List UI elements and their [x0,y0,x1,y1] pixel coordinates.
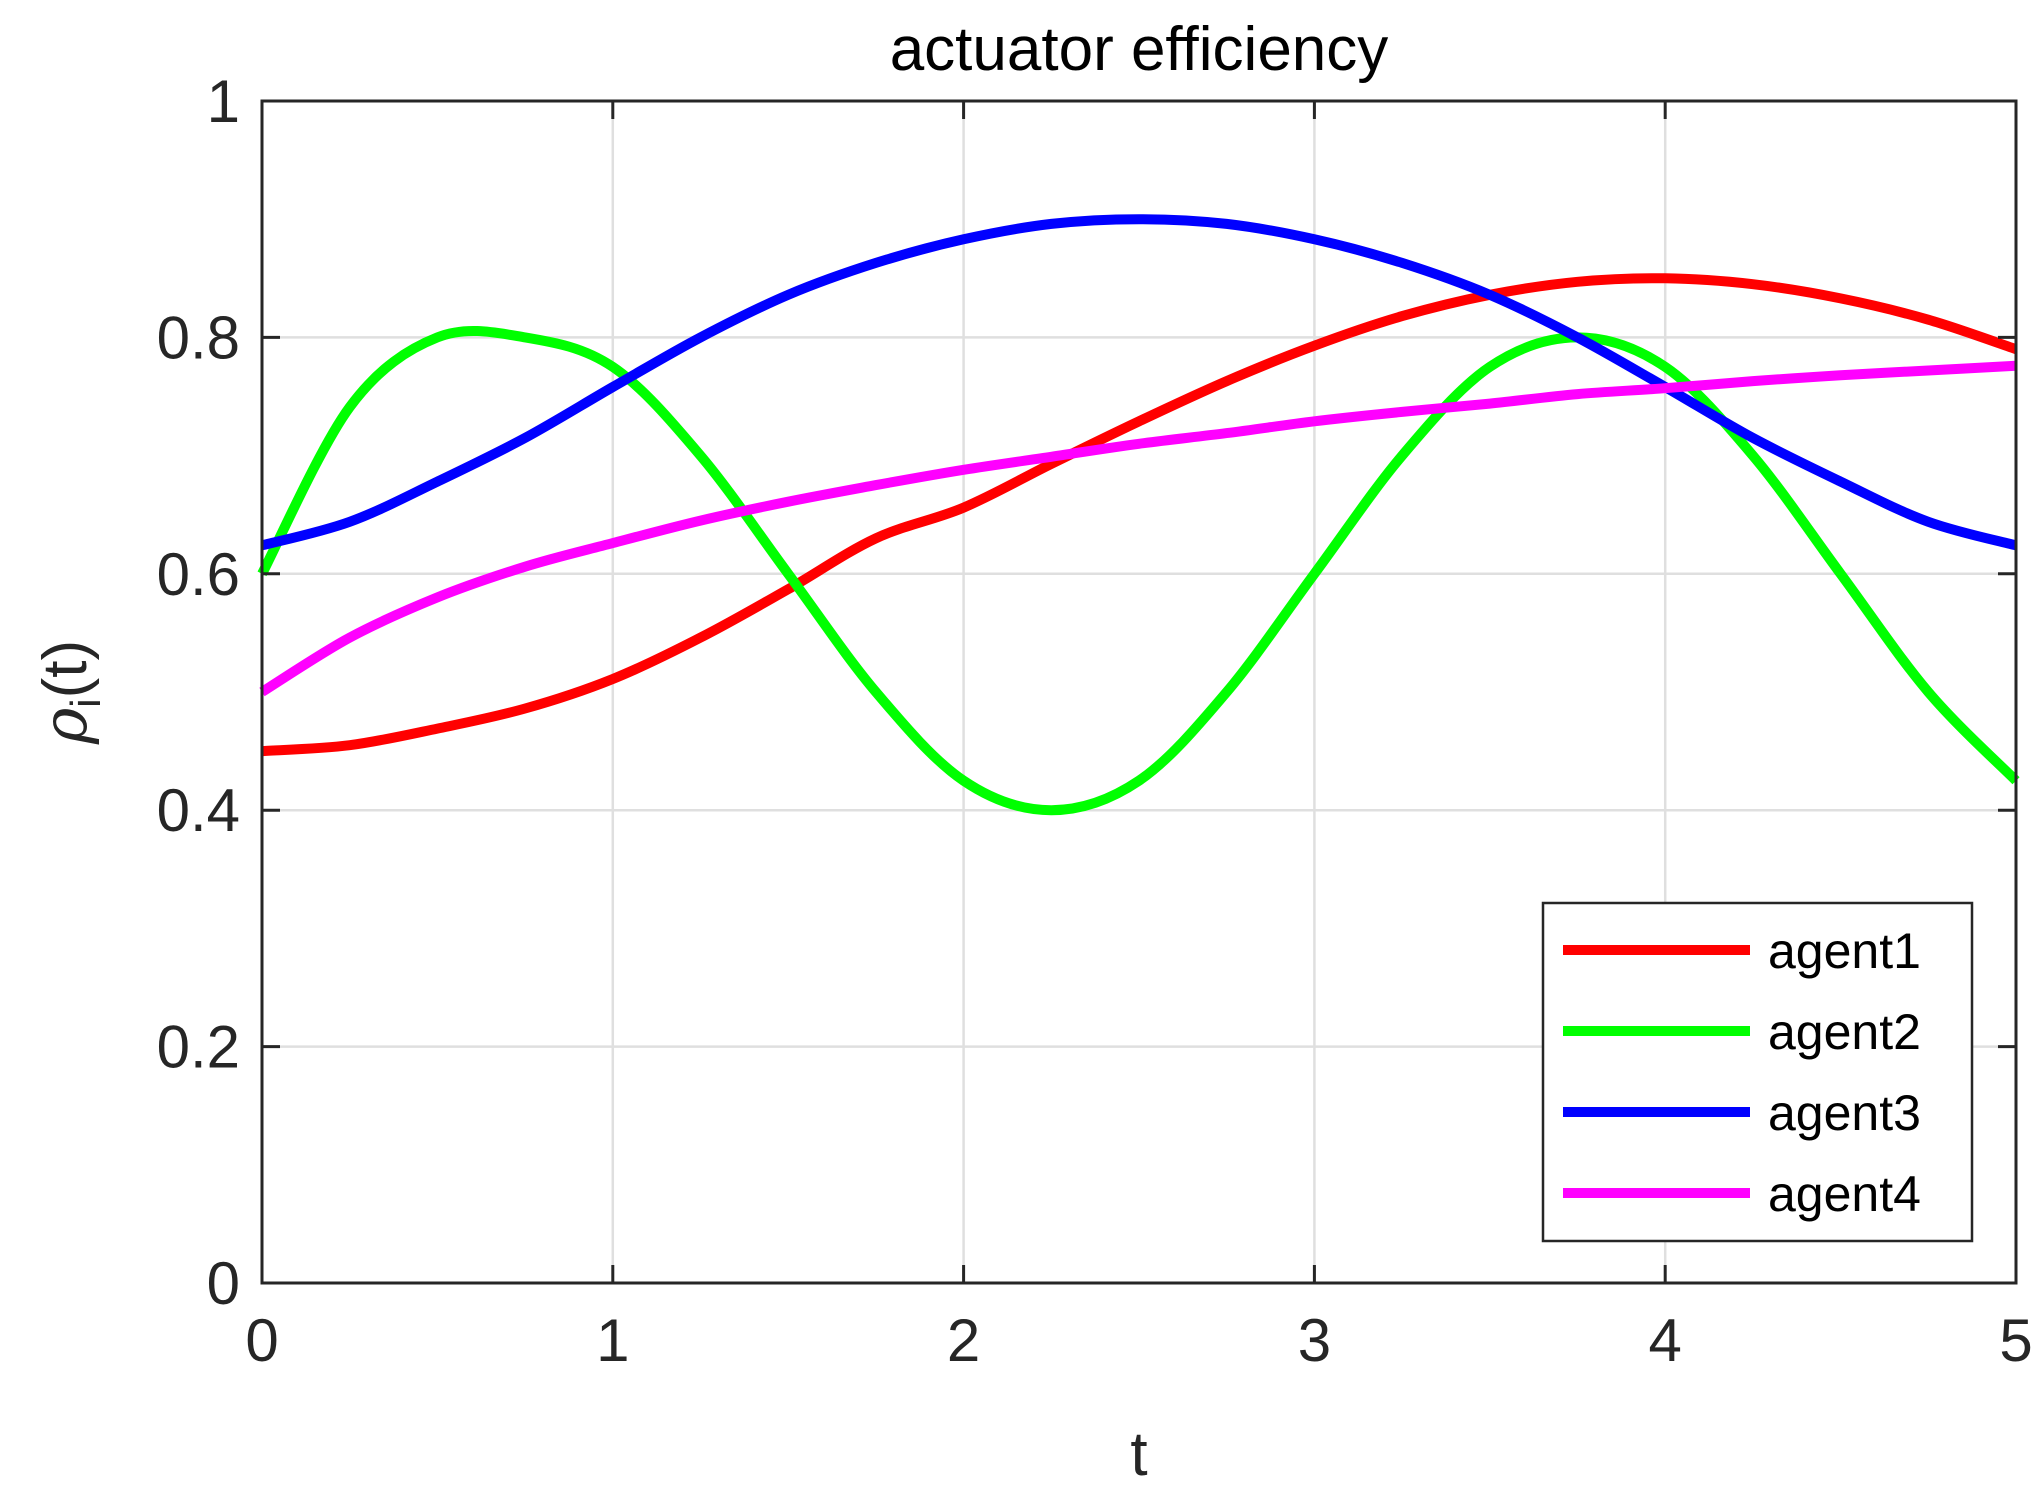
chart-title: actuator efficiency [890,15,1389,84]
x-axis-label: t [1130,1420,1147,1489]
x-tick-label: 5 [1999,1307,2032,1374]
series-line-agent1 [261,273,2018,757]
grid-layer [262,101,2016,1283]
series-layer [257,214,2020,816]
svg-text:ρi(t): ρi(t) [28,640,109,745]
legend-label-agent2: agent2 [1768,1004,1921,1060]
x-tick-label: 3 [1298,1307,1331,1374]
legend: agent1 agent2 agent3 agent4 [1541,901,1974,1243]
y-axis-label: ρi(t) [28,640,109,745]
legend-box [1541,901,1974,1243]
series-line-agent3 [260,214,2018,551]
y-tick-label: 0.4 [157,777,240,844]
y-tick-label: 0.6 [157,541,240,608]
plot-area-frame [260,99,2018,1285]
y-tick-label: 0 [207,1250,240,1317]
x-tick-label: 1 [596,1307,629,1374]
x-tick-label: 4 [1649,1307,1682,1374]
y-tick-label: 1 [207,68,240,135]
series-line-agent4 [259,360,2017,697]
x-tick-label: 0 [245,1307,278,1374]
y-tick-label: 0.8 [157,304,240,371]
x-tick-label: 2 [947,1307,980,1374]
tick-layer: 0 1 2 3 4 5 0 0.2 0.4 0.6 0.8 1 [157,68,2033,1374]
legend-label-agent1: agent1 [1768,923,1921,979]
legend-label-agent4: agent4 [1768,1166,1921,1222]
y-tick-label: 0.2 [157,1014,240,1081]
legend-label-agent3: agent3 [1768,1085,1921,1141]
series-line-agent2 [257,325,2020,816]
